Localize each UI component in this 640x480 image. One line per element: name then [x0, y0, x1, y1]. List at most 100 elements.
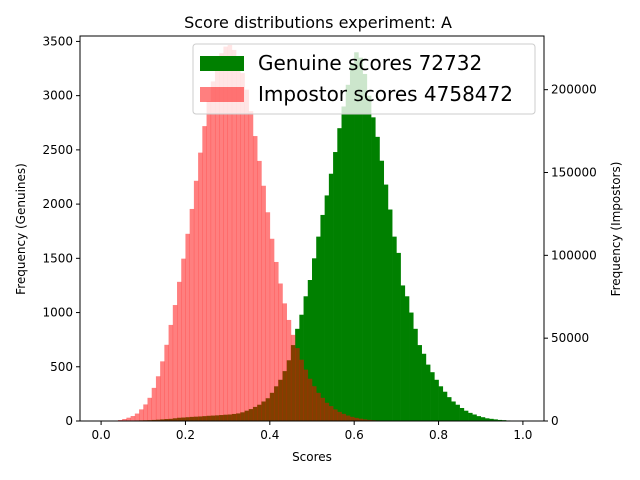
- histogram-bar: [434, 379, 439, 421]
- left-y-axis-label: Frequency (Genuines): [14, 163, 28, 295]
- histogram-bar: [320, 397, 325, 421]
- histogram-bar: [181, 258, 186, 421]
- histogram-bar: [417, 345, 422, 421]
- histogram-bar: [214, 64, 220, 421]
- histogram-bar: [328, 173, 334, 421]
- histogram-bar: [362, 73, 368, 422]
- histogram-bar: [358, 57, 363, 421]
- histogram-bar: [362, 419, 368, 421]
- histogram-bar: [358, 418, 363, 421]
- left-y-tick-label: 500: [50, 360, 73, 374]
- histogram-bar: [354, 52, 359, 422]
- left-y-tick-label: 3000: [42, 89, 73, 103]
- legend-swatch-genuine: [200, 56, 244, 71]
- histogram-bar: [252, 136, 258, 421]
- histogram-bar: [337, 411, 342, 421]
- histogram-bar: [476, 416, 482, 421]
- histogram-bars: [113, 44, 524, 422]
- histogram-bar: [312, 258, 317, 421]
- histogram-bar: [139, 409, 144, 421]
- x-tick-label: 0.6: [345, 428, 364, 442]
- histogram-bar: [409, 312, 414, 421]
- histogram-bar: [134, 413, 140, 421]
- histogram-bar: [177, 281, 182, 421]
- histogram-bar: [383, 184, 389, 421]
- histogram-bar: [290, 334, 296, 421]
- histogram-bar: [387, 209, 393, 421]
- histogram-bar: [244, 89, 250, 422]
- histogram-bar: [164, 344, 169, 421]
- histogram-bar: [202, 126, 207, 422]
- histogram-bar: [328, 406, 334, 421]
- right-y-tick-label: 150000: [551, 166, 597, 180]
- left-y-axis-ticks: 0 500 1000 1500 2000 2500 3000 3500: [42, 34, 80, 428]
- histogram-bar: [307, 378, 313, 421]
- histogram-bar: [198, 152, 203, 421]
- x-tick-label: 0.2: [176, 428, 195, 442]
- histogram-bar: [451, 401, 456, 421]
- histogram-bar: [354, 417, 359, 421]
- histogram-bar: [320, 214, 325, 421]
- legend-box: [192, 43, 536, 115]
- histogram-bar: [489, 418, 494, 421]
- histogram-bar: [375, 136, 380, 422]
- histogram-bar: [324, 402, 330, 421]
- histogram-bar: [371, 117, 376, 421]
- histogram-bar: [312, 386, 317, 421]
- histogram-bar: [126, 417, 131, 421]
- histogram-bar: [257, 160, 262, 421]
- left-y-tick-label: 1500: [42, 251, 73, 265]
- left-y-tick-label: 3500: [42, 34, 73, 48]
- histogram-bar: [223, 46, 228, 421]
- histogram-bar: [366, 95, 372, 422]
- histogram-bar: [155, 376, 161, 421]
- histogram-bar: [227, 44, 233, 421]
- histogram-bar: [341, 106, 347, 422]
- series-1-bars: [113, 44, 397, 422]
- histogram-bar: [303, 369, 309, 421]
- histogram-bar: [193, 180, 199, 421]
- histogram-bar: [379, 160, 385, 421]
- histogram-bar: [130, 416, 136, 421]
- histogram-bar: [303, 296, 309, 421]
- histogram-bar: [349, 63, 355, 422]
- legend-label-genuine: Genuine scores 72732: [258, 51, 482, 75]
- histogram-bar: [468, 412, 473, 421]
- histogram-bar: [400, 285, 406, 421]
- left-y-tick-label: 0: [65, 414, 73, 428]
- histogram-bar: [206, 101, 212, 422]
- histogram-bar: [345, 415, 351, 421]
- histogram-bar: [413, 328, 418, 421]
- legend-swatch-impostor: [200, 87, 244, 102]
- histogram-bar: [147, 397, 153, 421]
- histogram-bar: [345, 84, 351, 422]
- right-y-tick-label: 100000: [551, 248, 597, 262]
- plot-frame: [79, 35, 545, 422]
- histogram-bar: [442, 391, 448, 421]
- histogram-bar: [425, 364, 431, 421]
- histogram-bar: [333, 152, 338, 422]
- histogram-bar: [337, 128, 342, 421]
- left-y-tick-label: 1000: [42, 306, 73, 320]
- histogram-bar: [493, 419, 498, 421]
- histogram-bar: [497, 419, 503, 421]
- histogram-bar: [333, 409, 338, 421]
- histogram-bar: [341, 413, 347, 421]
- histogram-bar: [231, 49, 237, 422]
- histogram-bar: [316, 236, 321, 421]
- legend-label-impostor: Impostor scores 4758472: [258, 82, 513, 106]
- histogram-bar: [295, 348, 300, 421]
- histogram-bar: [484, 418, 490, 421]
- histogram-bar: [463, 410, 469, 421]
- histogram-bar: [404, 296, 410, 421]
- histogram-bar: [396, 252, 401, 421]
- right-y-tick-label: 200000: [551, 83, 597, 97]
- x-tick-label: 0.4: [260, 428, 279, 442]
- histogram-bar: [472, 414, 477, 421]
- x-tick-label: 0.0: [92, 428, 111, 442]
- x-axis-ticks: 0.0 0.2 0.4 0.6 0.8 1.0: [92, 421, 532, 442]
- histogram-bar: [265, 212, 271, 421]
- histogram-bar: [269, 238, 275, 421]
- histogram-bar: [459, 407, 465, 421]
